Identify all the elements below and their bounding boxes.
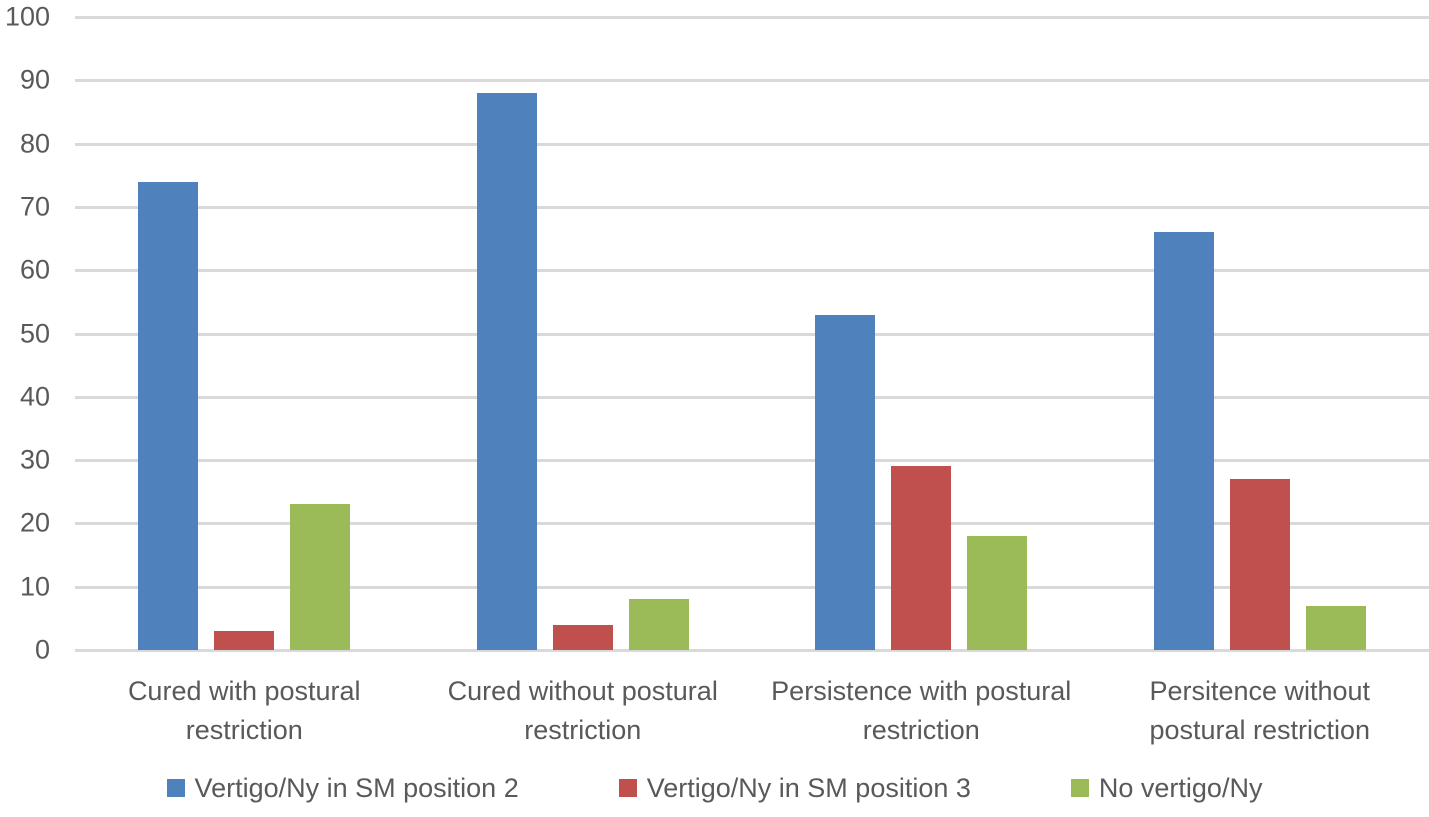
legend-label: Vertigo/Ny in SM position 2 [194,772,519,803]
legend-swatch-icon [618,779,637,797]
gridline [75,79,1429,83]
bar-series-2-category-2 [552,624,613,650]
y-axis-tick-label: 40 [19,381,50,412]
legend-swatch-icon [166,779,185,797]
legend-item: No vertigo/Ny [1070,772,1263,804]
gridline [75,522,1429,526]
y-axis-tick-label: 100 [4,1,50,32]
bar-series-3-category-3 [967,536,1028,650]
gridline [75,585,1429,589]
gridline [75,269,1429,273]
bar-series-1-category-3 [815,314,876,650]
x-axis-category-label: Persitence without postural restriction [1149,676,1371,746]
bar-series-1-category-2 [476,92,537,650]
bar-series-1-category-1 [138,181,199,650]
legend-label: No vertigo/Ny [1098,772,1263,803]
bar-series-3-category-4 [1305,605,1366,650]
bar-series-2-category-1 [214,631,275,650]
gridline [75,395,1429,399]
legend-item: Vertigo/Ny in SM position 3 [618,772,971,804]
bar-series-3-category-2 [628,599,689,650]
bar-series-3-category-1 [290,504,351,650]
gridline [75,459,1429,463]
chart-legend: Vertigo/Ny in SM position 2 Vertigo/Ny in… [0,766,1429,810]
legend-item: Vertigo/Ny in SM position 2 [166,772,519,804]
y-axis-tick-label: 0 [34,634,50,665]
bar-series-1-category-4 [1153,232,1214,650]
y-axis-tick-label: 90 [19,64,50,95]
x-axis-category-label: Cured with postural restriction [127,676,361,746]
bar-series-2-category-3 [891,466,952,650]
y-axis-tick-label: 30 [19,444,50,475]
gridline [75,205,1429,209]
x-axis-category-label: Persistence with postural restriction [771,676,1072,746]
legend-label: Vertigo/Ny in SM position 3 [646,772,971,803]
gridline [75,649,1429,652]
y-axis-tick-label: 80 [19,128,50,159]
y-axis-tick-label: 50 [19,318,50,348]
y-axis-tick-label: 60 [19,254,50,285]
gridline [75,142,1429,146]
y-axis-tick-label: 70 [19,191,50,222]
legend-swatch-icon [1070,779,1089,797]
gridline [75,16,1429,19]
gridline [75,332,1429,336]
x-axis-category-label: Cured without postural restriction [447,676,718,746]
y-axis-tick-label: 10 [19,571,50,602]
bar-series-2-category-4 [1229,479,1290,650]
y-axis-tick-label: 20 [19,507,50,538]
